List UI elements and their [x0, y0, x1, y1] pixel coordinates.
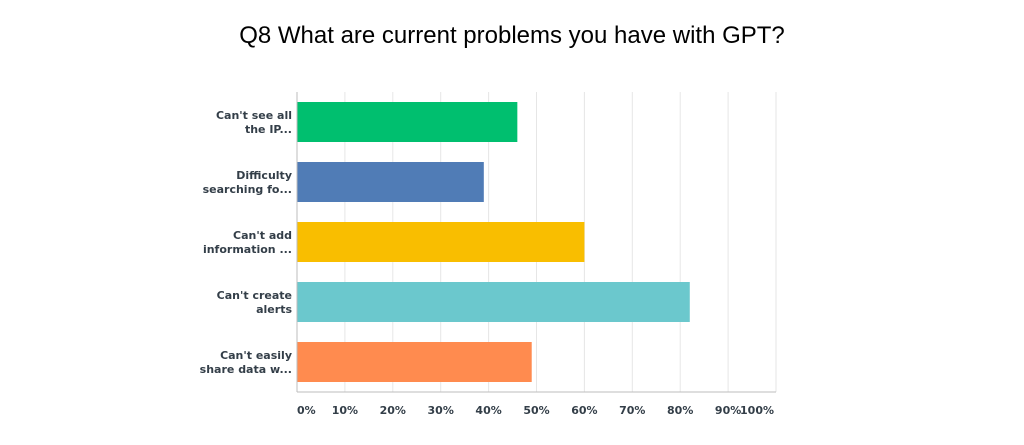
- category-label: Can't see all: [216, 109, 292, 122]
- chart-title: Q8 What are current problems you have wi…: [239, 22, 785, 49]
- bar: [297, 282, 690, 322]
- x-tick-label: 50%: [523, 404, 549, 417]
- x-tick-label: 0%: [297, 404, 316, 417]
- x-tick-label: 60%: [571, 404, 597, 417]
- category-label: Can't easily: [220, 349, 292, 362]
- x-tick-label: 70%: [619, 404, 645, 417]
- bar: [297, 342, 532, 382]
- x-tick-label: 100%: [740, 404, 774, 417]
- x-tick-labels: 0% 10% 20% 30% 40% 50% 60% 70% 80% 90%100%: [297, 404, 774, 417]
- bar: [297, 102, 518, 142]
- x-tick-label: 90%: [715, 404, 741, 417]
- bar: [297, 222, 585, 262]
- category-label: Can't create: [217, 289, 292, 302]
- x-tick-label: 10%: [332, 404, 358, 417]
- category-label: information ...: [203, 243, 292, 256]
- x-tick-label: 40%: [475, 404, 501, 417]
- category-label: Difficulty: [236, 169, 292, 182]
- bar: [297, 162, 484, 202]
- category-label: searching fo...: [203, 183, 292, 196]
- x-tick-label: 20%: [380, 404, 406, 417]
- axes: [296, 92, 776, 393]
- category-label: the IP...: [245, 123, 292, 136]
- x-tick-label: 80%: [667, 404, 693, 417]
- category-label: alerts: [256, 303, 292, 316]
- category-label: Can't add: [233, 229, 292, 242]
- x-tick-label: 30%: [428, 404, 454, 417]
- bars: [297, 102, 690, 382]
- category-label: share data w...: [200, 363, 292, 376]
